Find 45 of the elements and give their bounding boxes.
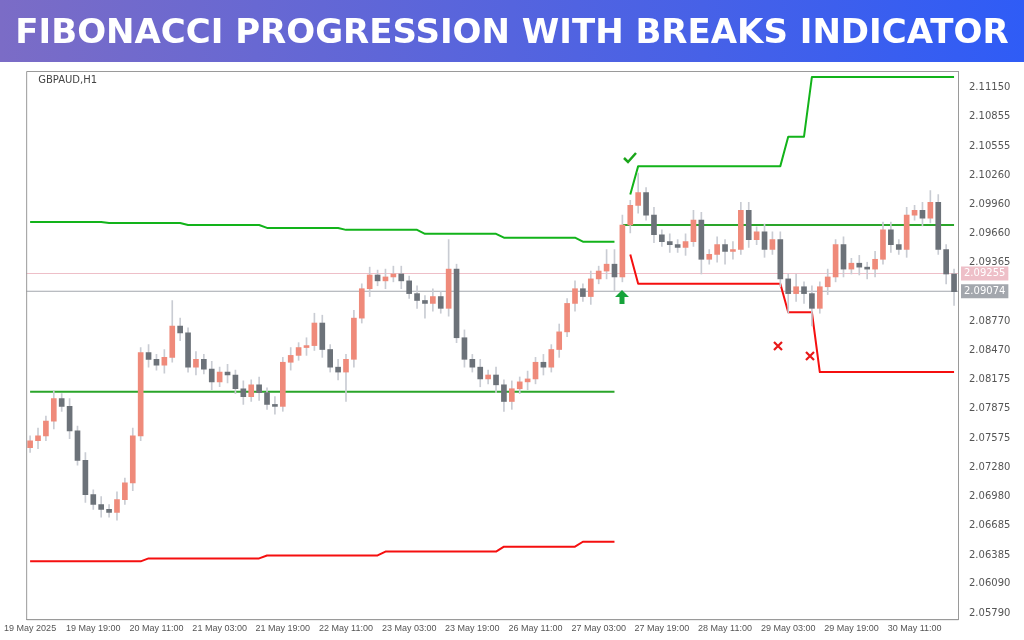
candlestick: [335, 358, 341, 381]
chart-title: FIBONACCI PROGRESSION WITH BREAKS INDICATOR: [0, 0, 1024, 62]
x-tick-label: 23 May 19:00: [445, 623, 500, 634]
x-tick-label: 20 May 11:00: [129, 623, 184, 634]
y-tick-label: 2.09960: [969, 197, 1011, 209]
candlestick: [856, 255, 863, 276]
x-tick-label: 28 May 11:00: [698, 623, 752, 634]
chart-subtitle: GBPAUD,H1: [38, 73, 98, 85]
y-tick-label: 2.07575: [969, 431, 1011, 443]
x-tick-label: 22 May 11:00: [319, 623, 373, 634]
x-tick-label: 23 May 03:00: [381, 623, 437, 634]
y-tick-label: 2.09660: [969, 227, 1011, 239]
ref-line-label: 2.09255: [964, 267, 1006, 279]
x-tick-label: 30 May 11:00: [887, 623, 942, 634]
y-tick-label: 2.08770: [969, 314, 1011, 326]
x-tick-label: 21 May 03:00: [192, 623, 247, 634]
candlestick: [106, 504, 112, 518]
x-tick-label: 26 May 11:00: [508, 623, 563, 634]
y-tick-label: 2.06980: [969, 490, 1011, 502]
candlestick: [666, 233, 673, 253]
y-tick-label: 2.08470: [969, 344, 1011, 356]
y-tick-label: 2.07875: [969, 402, 1011, 414]
x-tick-label: 19 May 2025: [4, 623, 57, 634]
x-tick-label: 29 May 03:00: [760, 623, 816, 634]
y-tick-label: 2.08175: [969, 373, 1011, 385]
y-tick-label: 2.10555: [969, 139, 1011, 151]
y-tick-label: 2.05790: [969, 606, 1011, 618]
x-tick-label: 27 May 03:00: [571, 623, 626, 634]
x-tick-label: 19 May 19:00: [66, 623, 121, 634]
candlestick: [730, 241, 736, 260]
ref-line-label: 2.09074: [964, 284, 1006, 296]
x-tick-label: 29 May 19:00: [824, 623, 879, 634]
y-tick-label: 2.09365: [969, 256, 1011, 268]
candlestick: [98, 496, 105, 518]
y-tick-label: 2.06685: [969, 519, 1011, 531]
y-tick-label: 2.07280: [969, 460, 1011, 472]
y-tick-label: 2.10260: [969, 168, 1011, 180]
x-tick-label: 27 May 19:00: [634, 623, 690, 634]
y-tick-label: 2.10855: [969, 110, 1011, 122]
x-tick-label: 21 May 19:00: [255, 623, 311, 634]
y-tick-label: 2.11150: [969, 81, 1011, 93]
candlestick: [272, 396, 278, 415]
y-tick-label: 2.06090: [969, 577, 1011, 589]
y-tick-label: 2.06385: [969, 548, 1011, 560]
candlestick: [422, 295, 428, 319]
